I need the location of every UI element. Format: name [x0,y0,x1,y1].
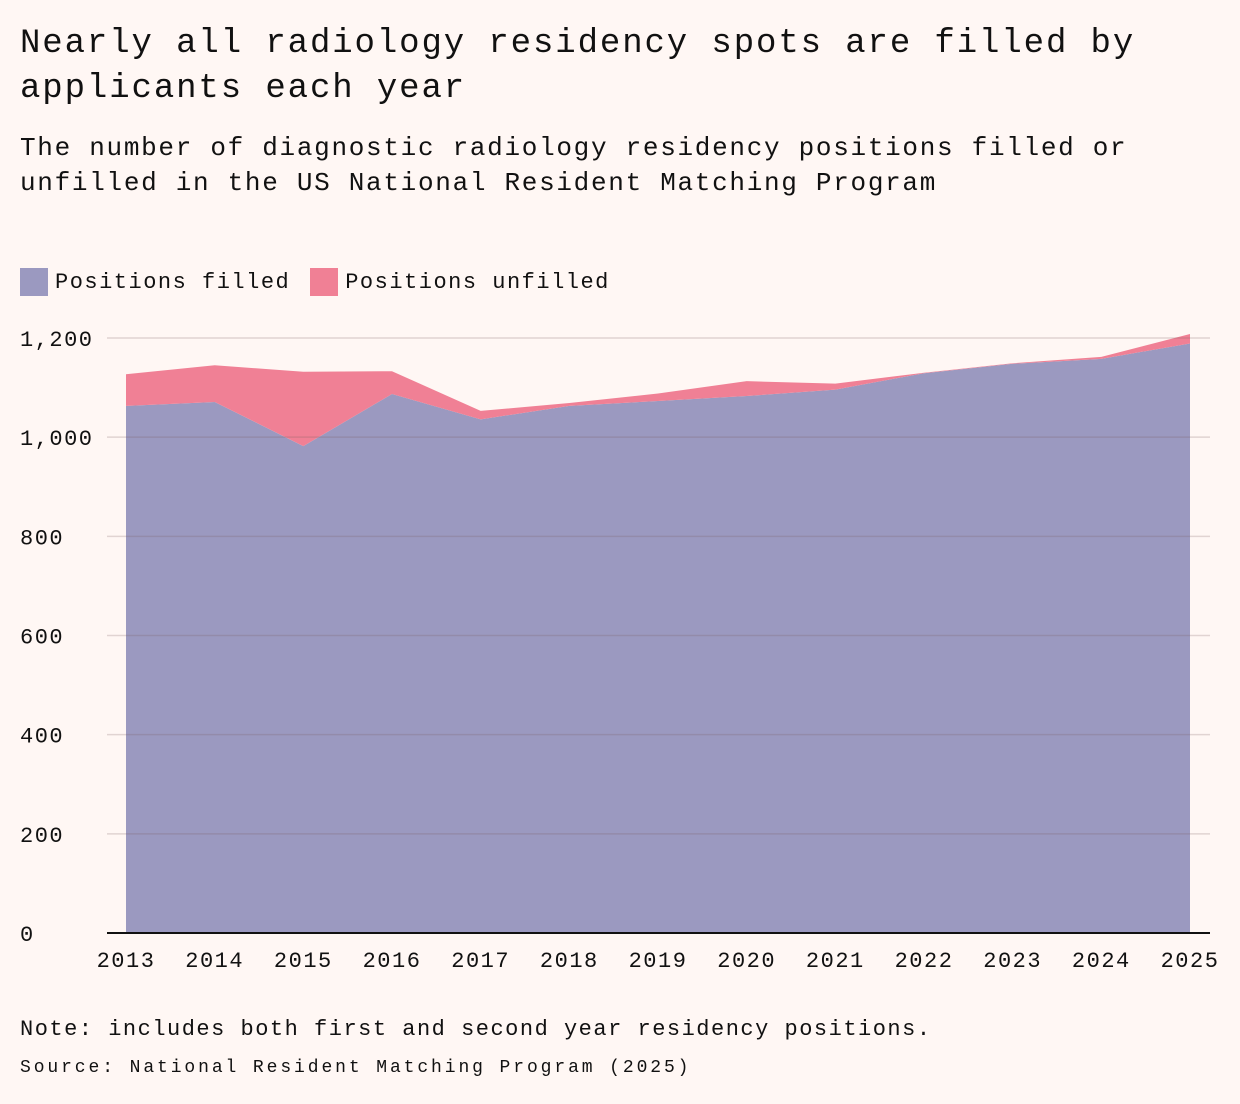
area-positions-unfilled [126,334,1190,447]
y-tick-label: 200 [20,824,64,849]
x-tick-label: 2013 [97,949,156,974]
x-tick-label: 2024 [1072,949,1131,974]
y-tick-label: 600 [20,626,64,651]
x-tick-label: 2015 [274,949,333,974]
legend-item-unfilled: Positions unfilled [310,268,610,296]
x-tick-label: 2019 [629,949,688,974]
chart-subtitle: The number of diagnostic radiology resid… [20,133,1128,198]
area-positions-filled [126,343,1190,933]
legend-swatch-unfilled [310,268,339,296]
chart-note: Note: includes both first and second yea… [20,1017,932,1042]
x-tick-label: 2017 [451,949,510,974]
x-tick-label: 2021 [806,949,865,974]
y-tick-label: 800 [20,526,64,551]
legend-label-unfilled: Positions unfilled [345,269,610,295]
x-tick-label: 2025 [1161,949,1220,974]
legend: Positions filled Positions unfilled [20,268,630,296]
x-tick-label: 2018 [540,949,599,974]
y-tick-label: 400 [20,725,64,750]
y-tick-label: 1,000 [20,427,94,452]
x-tick-label: 2022 [895,949,954,974]
y-tick-label: 0 [20,923,35,948]
chart-source: Source: National Resident Matching Progr… [20,1058,692,1078]
x-tick-label: 2020 [717,949,776,974]
legend-label-filled: Positions filled [55,269,291,295]
x-tick-label: 2023 [983,949,1042,974]
y-tick-label: 1,200 [20,328,94,353]
legend-swatch-filled [20,268,48,296]
chart-title: Nearly all radiology residency spots are… [20,25,1136,108]
x-tick-label: 2014 [185,949,244,974]
legend-item-filled: Positions filled [20,268,290,296]
x-tick-label: 2016 [363,949,422,974]
